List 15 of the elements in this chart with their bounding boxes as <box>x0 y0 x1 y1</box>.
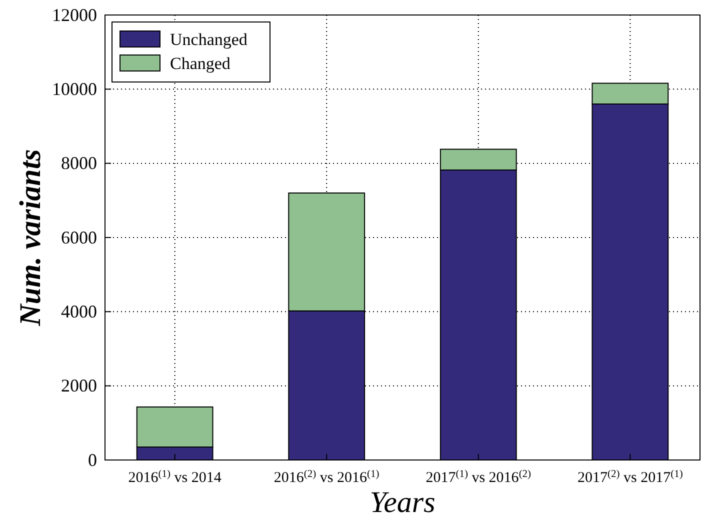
y-tick-label: 2000 <box>61 376 97 396</box>
y-tick-label: 12000 <box>52 4 97 25</box>
x-tick-label: 2017$^{(1)}$ vs 2016$^{(2)}$ <box>426 468 532 486</box>
x-tick-label: 2017$^{(2)}$ vs 2017$^{(1)}$ <box>578 468 684 486</box>
y-tick-label: 4000 <box>61 301 97 322</box>
legend-label: Unchanged <box>170 30 248 49</box>
y-axis-title: Num. variants <box>14 149 47 327</box>
y-tick-label: 6000 <box>61 227 97 248</box>
legend-label: Changed <box>170 54 231 73</box>
y-tick-label: 10000 <box>52 78 97 99</box>
x-axis-title: Years <box>370 486 436 519</box>
x-tick-label: 2016$^{(1)}$ vs 2014 <box>128 468 222 486</box>
x-tick-label: 2016$^{(2)}$ vs 2016$^{(1)}$ <box>274 468 380 486</box>
y-tick-label: 8000 <box>61 153 97 174</box>
y-tick-label: 0 <box>88 450 97 470</box>
